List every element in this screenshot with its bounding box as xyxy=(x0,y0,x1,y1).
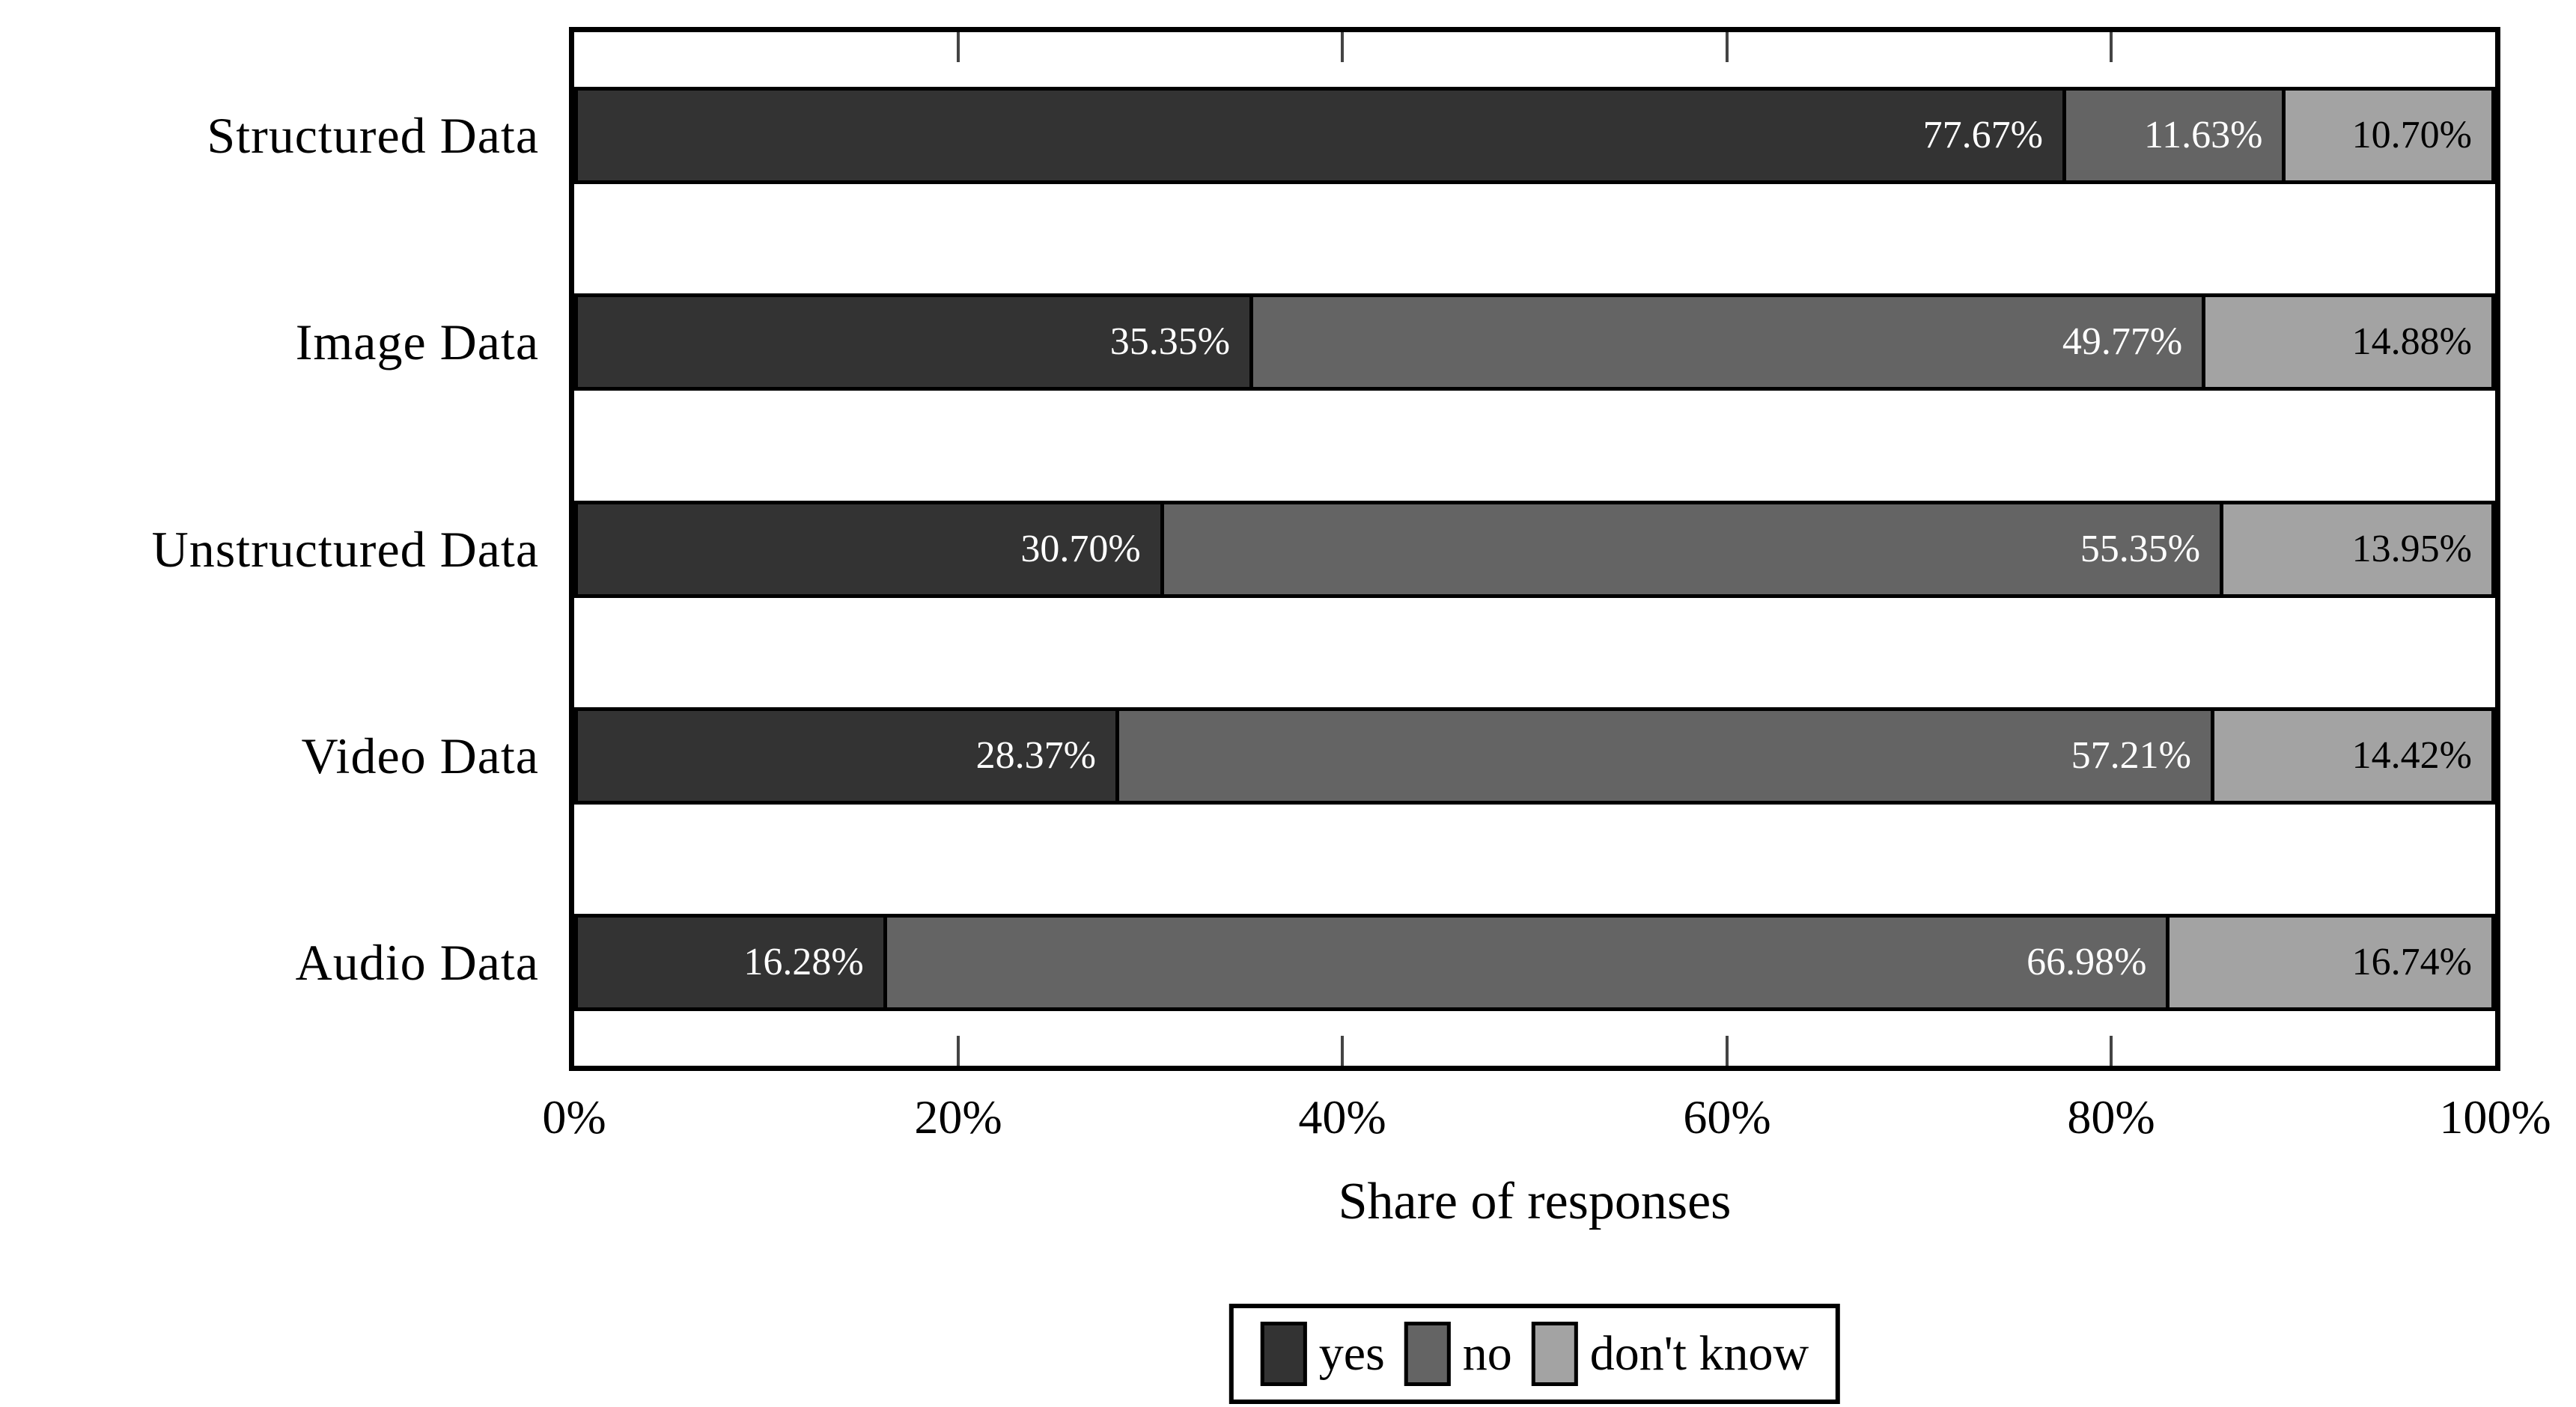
value-label: 35.35% xyxy=(1109,320,1231,364)
x-tick-label: 20% xyxy=(914,1090,1002,1144)
legend-swatch-no xyxy=(1404,1322,1451,1386)
value-label: 49.77% xyxy=(2062,320,2183,364)
legend-item-yes: yes xyxy=(1260,1322,1404,1386)
bar-row: 35.35% 49.77% 14.88% xyxy=(574,293,2495,391)
value-label: 30.70% xyxy=(1020,527,1141,570)
x-tick-label: 100% xyxy=(2439,1090,2551,1144)
value-label: 14.42% xyxy=(2351,733,2472,777)
value-label: 28.37% xyxy=(975,733,1096,777)
tick-mark xyxy=(1341,32,1345,62)
value-label: 16.28% xyxy=(743,940,864,983)
value-label: 14.88% xyxy=(2351,320,2472,364)
bar-row: 28.37% 57.21% 14.42% xyxy=(574,706,2495,805)
x-tick-label: 60% xyxy=(1683,1090,1771,1144)
bar-segment-no: 11.63% xyxy=(2062,87,2286,185)
bar-segment-yes: 30.70% xyxy=(574,500,1164,598)
tick-mark xyxy=(1725,1036,1729,1066)
bar-segment-yes: 35.35% xyxy=(574,293,1254,391)
category-label: Image Data xyxy=(295,314,539,370)
bar-segment-don-t-know: 16.74% xyxy=(2166,913,2495,1011)
tick-mark xyxy=(1341,1036,1345,1066)
bar-segment-don-t-know: 13.95% xyxy=(2220,500,2495,598)
bar-row: 30.70% 55.35% 13.95% xyxy=(574,500,2495,598)
bar-row: 16.28% 66.98% 16.74% xyxy=(574,913,2495,1011)
value-label: 10.70% xyxy=(2351,114,2472,157)
legend-item-don-t-know: don't know xyxy=(1531,1322,1809,1386)
category-label: Audio Data xyxy=(295,934,539,991)
bar-segment-yes: 16.28% xyxy=(574,913,887,1011)
legend-item-no: no xyxy=(1404,1322,1532,1386)
legend: yes no don't know xyxy=(1228,1304,1841,1404)
x-axis-title: Share of responses xyxy=(1338,1173,1732,1230)
value-label: 66.98% xyxy=(2027,940,2147,983)
bar-segment-yes: 28.37% xyxy=(574,706,1119,805)
category-label: Video Data xyxy=(301,727,539,784)
category-label: Unstructured Data xyxy=(151,521,539,578)
legend-label: yes xyxy=(1318,1326,1385,1381)
legend-swatch-yes xyxy=(1260,1322,1307,1386)
tick-mark xyxy=(957,32,960,62)
tick-mark xyxy=(1725,32,1729,62)
value-label: 57.21% xyxy=(2071,733,2191,777)
tick-mark xyxy=(957,1036,960,1066)
value-label: 13.95% xyxy=(2351,527,2472,570)
value-label: 16.74% xyxy=(2351,940,2472,983)
bar-segment-yes: 77.67% xyxy=(574,87,2066,185)
legend-swatch-don-t-know xyxy=(1531,1322,1578,1386)
x-tick-label: 80% xyxy=(2067,1090,2155,1144)
bar-row: 77.67% 11.63% 10.70% xyxy=(574,87,2495,185)
tick-mark xyxy=(2109,32,2113,62)
category-label: Structured Data xyxy=(207,107,539,164)
tick-mark xyxy=(2109,1036,2113,1066)
value-label: 55.35% xyxy=(2080,527,2201,570)
value-label: 11.63% xyxy=(2144,114,2263,157)
bar-segment-no: 66.98% xyxy=(883,913,2170,1011)
x-tick-label: 0% xyxy=(542,1090,606,1144)
legend-label: no xyxy=(1462,1326,1512,1381)
bar-segment-don-t-know: 14.88% xyxy=(2202,293,2495,391)
bar-segment-no: 57.21% xyxy=(1115,706,2214,805)
bar-segment-no: 49.77% xyxy=(1249,293,2206,391)
x-tick-label: 40% xyxy=(1298,1090,1386,1144)
bar-segment-don-t-know: 14.42% xyxy=(2210,706,2495,805)
bar-segment-no: 55.35% xyxy=(1160,500,2224,598)
value-label: 77.67% xyxy=(1922,114,2043,157)
legend-label: don't know xyxy=(1589,1326,1809,1381)
bar-segment-don-t-know: 10.70% xyxy=(2282,87,2495,185)
plot-area: 77.67% 11.63% 10.70% 35.35% 49.77% 14.88% 30.7… xyxy=(569,27,2500,1071)
